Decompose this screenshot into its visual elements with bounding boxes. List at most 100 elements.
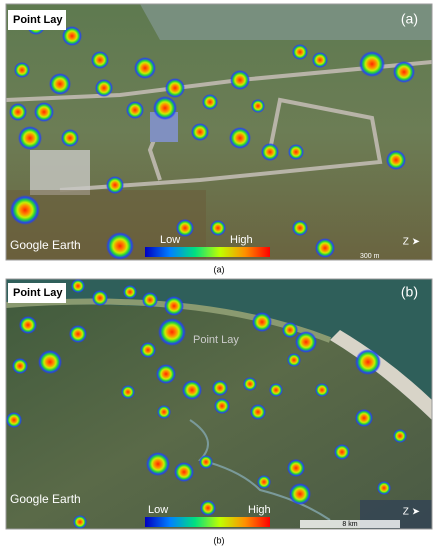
heat-spot (69, 325, 87, 343)
scale-label: 8 km (342, 521, 357, 528)
sea (140, 4, 432, 40)
heat-spot (200, 500, 216, 516)
heat-spot (106, 176, 124, 194)
heat-spot (12, 358, 28, 374)
lagoon (6, 279, 432, 420)
heat-spot (287, 459, 305, 477)
place-name: Point Lay (13, 287, 63, 299)
place-box (8, 10, 66, 30)
heat-spot (355, 409, 373, 427)
credit: Google Earth (10, 492, 81, 506)
heat-spot (377, 481, 391, 495)
heat-spot (9, 103, 27, 121)
place-box (8, 283, 66, 303)
heat-spot (49, 73, 71, 95)
heat-spot (153, 96, 177, 120)
legend-high: High (248, 504, 271, 516)
panel-b (6, 279, 432, 529)
heat-spot (250, 404, 266, 420)
heat-spot (10, 195, 40, 225)
heat-spot (134, 57, 156, 79)
caption: (b) (214, 535, 225, 545)
heat-spot (61, 129, 79, 147)
heat-spot (287, 353, 301, 367)
heat-spot (38, 350, 62, 374)
heat-spot (282, 322, 298, 338)
heat-spot (34, 102, 54, 122)
heat-spot (157, 405, 171, 419)
heat-spot (210, 220, 226, 236)
heat-spot (312, 52, 328, 68)
panel-label: (a) (401, 11, 418, 27)
panel-frame (5, 278, 433, 530)
heat-spot (269, 383, 283, 397)
heat-spot (199, 455, 213, 469)
heat-spot (243, 377, 257, 391)
heat-spot (121, 385, 135, 399)
heat-spot (355, 349, 381, 375)
heat-spot (315, 238, 335, 258)
heat-spot (71, 279, 85, 293)
heat-spot (202, 94, 218, 110)
heat-spot (142, 292, 158, 308)
heat-spot (164, 296, 184, 316)
heat-spot (292, 220, 308, 236)
heat-spot (229, 127, 251, 149)
heat-spot (251, 99, 265, 113)
scale-label: 300 m (360, 253, 380, 260)
north-arrow: Z ➤ (403, 237, 420, 248)
heat-spot (393, 61, 415, 83)
heat-spot (174, 462, 194, 482)
heat-spot (14, 62, 30, 78)
heat-spot (182, 380, 202, 400)
heat-spot (252, 312, 272, 332)
heat-spot (95, 79, 113, 97)
heat-spot (292, 44, 308, 60)
heat-spot (92, 290, 108, 306)
heat-spot (288, 144, 304, 160)
north-arrow: Z ➤ (403, 507, 420, 518)
heat-spot (176, 219, 194, 237)
legend-low: Low (160, 234, 180, 246)
heat-spot (123, 285, 137, 299)
legend-ramp (145, 517, 270, 527)
caption: (a) (214, 264, 225, 274)
heat-spot (315, 383, 329, 397)
heat-spot (393, 429, 407, 443)
heat-spot (289, 483, 311, 505)
heat-spot (126, 101, 144, 119)
legend-ramp (145, 247, 270, 257)
spit (330, 330, 432, 420)
heat-spot (18, 126, 42, 150)
heat-spot (158, 318, 186, 346)
heat-spot (140, 342, 156, 358)
heat-spot (156, 364, 176, 384)
panel-a (6, 4, 432, 260)
buildings (30, 150, 90, 195)
heat-spot (6, 412, 22, 428)
credit: Google Earth (10, 238, 81, 252)
heat-spot (191, 123, 209, 141)
heat-spot (212, 380, 228, 396)
heat-spot (386, 150, 406, 170)
heat-spot (91, 51, 109, 69)
legend-low: Low (148, 504, 168, 516)
heat-spot (73, 515, 87, 529)
heat-spot (106, 232, 134, 260)
panel-label: (b) (401, 284, 418, 300)
heat-spot (19, 316, 37, 334)
heat-spot (257, 475, 271, 489)
heat-spot (359, 51, 385, 77)
legend-high: High (230, 234, 253, 246)
heat-spot (165, 78, 185, 98)
road (59, 97, 383, 192)
heat-spot (295, 331, 317, 353)
heat-spot (62, 26, 82, 46)
scale-bar (300, 520, 400, 528)
place-name: Point Lay (13, 14, 63, 26)
heat-spot (214, 398, 230, 414)
heat-spot (261, 143, 279, 161)
map-label: Point Lay (193, 334, 239, 346)
panel-frame (5, 3, 433, 261)
